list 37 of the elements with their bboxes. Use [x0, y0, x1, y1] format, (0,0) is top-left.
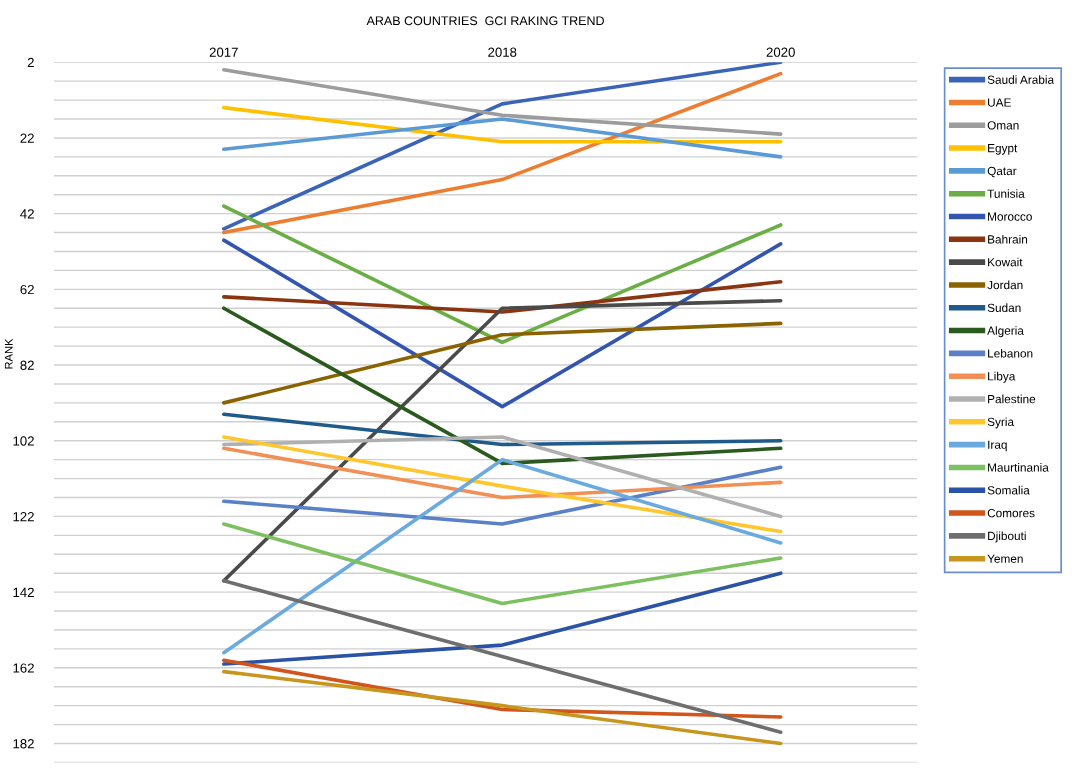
legend-label: Lebanon — [988, 348, 1033, 358]
y-tick-label: 102 — [13, 436, 34, 446]
legend-label: Libya — [988, 371, 1016, 383]
chart-title: ARAB COUNTRIES GCI RAKING TREND — [366, 16, 604, 26]
x-tick-label: 2018 — [488, 47, 517, 57]
legend-label: Kowait — [988, 257, 1023, 267]
y-tick-label: 142 — [13, 587, 34, 597]
legend-label: Yemen — [987, 554, 1023, 563]
legend-label: Djibouti — [988, 531, 1026, 543]
legend-label: Palestine — [988, 394, 1036, 404]
legend-label: UAE — [988, 98, 1011, 107]
y-tick-label: 22 — [20, 133, 34, 143]
legend-label: Comores — [987, 508, 1035, 518]
y-tick-label: 82 — [20, 360, 34, 370]
y-axis-title: RANK — [4, 338, 13, 369]
legend-label: Maurtinania — [988, 463, 1049, 472]
y-tick-label: 122 — [13, 511, 34, 522]
legend-label: Tunisia — [987, 189, 1025, 198]
x-tick-label: 2017 — [209, 47, 238, 57]
legend-label: Oman — [987, 121, 1019, 130]
y-tick-label: 42 — [20, 209, 34, 219]
legend-label: Egypt — [988, 144, 1018, 155]
legend-label: Morocco — [988, 212, 1032, 221]
legend-label: Bahrain — [988, 234, 1028, 244]
legend-label: Saudi Arabia — [987, 75, 1055, 84]
y-tick-label: 182 — [13, 739, 34, 749]
legend-label: Algeria — [987, 326, 1024, 338]
legend-label: Jordan — [987, 280, 1023, 290]
legend-label: Somalia — [987, 485, 1030, 495]
legend-label: Syria — [987, 417, 1015, 429]
legend-label: Sudan — [987, 303, 1021, 312]
x-tick-label: 2020 — [766, 47, 795, 57]
legend-label: Qatar — [987, 166, 1017, 178]
y-tick-label: 62 — [20, 284, 34, 295]
y-tick-label: 2 — [27, 57, 34, 68]
legend-label: Iraq — [988, 440, 1007, 452]
y-tick-label: 162 — [13, 663, 34, 673]
